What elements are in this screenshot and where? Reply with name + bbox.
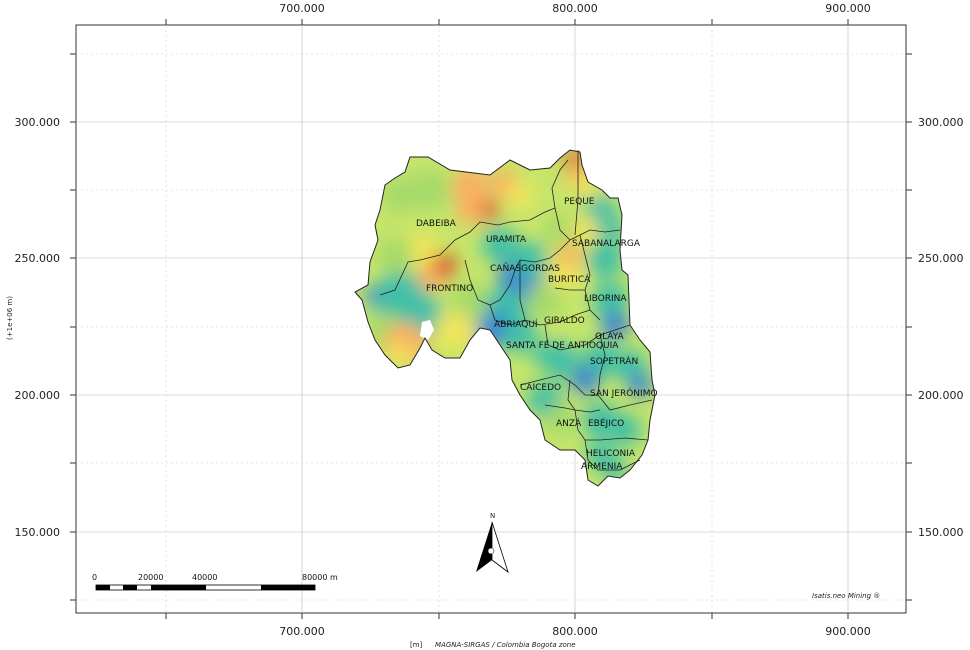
label-san-jeronimo: SAN JERÓNIMO <box>590 387 658 399</box>
raster-patch <box>506 181 534 209</box>
raster-patch <box>582 402 618 438</box>
x-tick-top-2: 900.000 <box>825 2 871 15</box>
y-tick-right-0: 300.000 <box>918 116 964 129</box>
tick-marks <box>70 19 912 619</box>
label-anza: ANZÁ <box>556 417 582 429</box>
raster-patch <box>452 167 488 203</box>
label-abriaqui: ABRIAQUÍ <box>494 318 538 330</box>
label-buritica: BURITICÁ <box>548 273 591 285</box>
raster-patch <box>382 177 418 213</box>
label-peque: PEQUE <box>564 197 595 207</box>
y-tick-left-1: 250.000 <box>15 252 61 265</box>
raster-patch <box>609 414 641 446</box>
y-tick-right-3: 150.000 <box>918 526 964 539</box>
raster-patch <box>512 242 548 278</box>
label-liborina: LIBORINA <box>584 294 627 304</box>
label-santa-fe: SANTA FÉ DE ANTIOQUIA <box>506 339 619 351</box>
x-tick-top-1: 800.000 <box>552 2 598 15</box>
north-arrow: N <box>476 512 509 574</box>
raster-patch <box>418 266 442 290</box>
label-giraldo: GIRALDO <box>544 316 585 326</box>
watermark: Isatis.neo Mining ® <box>812 592 880 600</box>
raster-patch <box>587 242 623 278</box>
scale-label-20000: 20000 <box>138 573 163 582</box>
projection-label: MAGNA-SIRGAS / Colombia Bogota zone <box>435 641 576 649</box>
raster-patch <box>596 216 624 244</box>
raster-patch <box>410 170 450 210</box>
region-boundary <box>354 149 656 487</box>
no-data-hole <box>420 320 434 340</box>
y-axis-label: (+1e+06 m) <box>6 296 14 340</box>
label-armenia: ARMENIA <box>581 462 623 472</box>
y-tick-right-1: 250.000 <box>918 252 964 265</box>
north-label: N <box>490 512 495 520</box>
scale-label-80000: 80000 m <box>302 573 338 582</box>
y-tick-left-2: 200.000 <box>15 389 61 402</box>
raster-patch <box>377 237 413 273</box>
label-heliconia: HELICONIA <box>586 449 636 459</box>
raster-patch <box>544 404 576 436</box>
y-tick-right-2: 200.000 <box>918 389 964 402</box>
raster-patch <box>435 310 475 350</box>
x-tick-bottom-1: 800.000 <box>552 625 598 638</box>
label-sopetran: SOPETRÁN <box>590 355 638 367</box>
x-unit-label: [m] <box>410 641 423 649</box>
raster-patch <box>388 343 412 367</box>
scale-label-0: 0 <box>92 573 97 582</box>
label-uramita: URAMITA <box>486 235 527 245</box>
raster-patch <box>482 227 518 263</box>
raster-patch <box>452 282 488 318</box>
raster-patch <box>533 343 557 367</box>
y-tick-left-3: 150.000 <box>15 526 61 539</box>
y-tick-left-0: 300.000 <box>15 116 61 129</box>
raster-patch <box>571 216 599 244</box>
raster-patch <box>436 253 454 271</box>
x-tick-top-0: 700.000 <box>279 2 325 15</box>
x-tick-bottom-0: 700.000 <box>279 625 325 638</box>
label-olaya: OLAYA <box>595 332 625 342</box>
label-frontino: FRONTINO <box>426 284 473 294</box>
label-ebejico: EBÉJICO <box>588 417 624 429</box>
label-caicedo: CAICEDO <box>520 383 561 393</box>
scale-bar: 0 20000 40000 80000 m <box>92 573 338 591</box>
raster-patch <box>364 288 380 304</box>
label-sabanalarga: SABANALARGA <box>572 239 641 249</box>
scale-label-40000: 40000 <box>192 573 217 582</box>
municipality-boundaries <box>379 150 653 471</box>
label-canasgordas: CAÑASGORDAS <box>490 263 560 274</box>
raster-patch <box>502 317 538 353</box>
raster-patch <box>527 282 563 318</box>
raster-patch <box>558 243 582 267</box>
label-dabeiba: DABEIBA <box>416 219 457 229</box>
x-tick-bottom-2: 900.000 <box>825 625 871 638</box>
raster-patch <box>456 196 484 224</box>
raster-patch <box>571 366 599 394</box>
raster-patch <box>592 282 628 318</box>
raster-patch <box>614 349 646 381</box>
raster-patch <box>628 373 652 397</box>
